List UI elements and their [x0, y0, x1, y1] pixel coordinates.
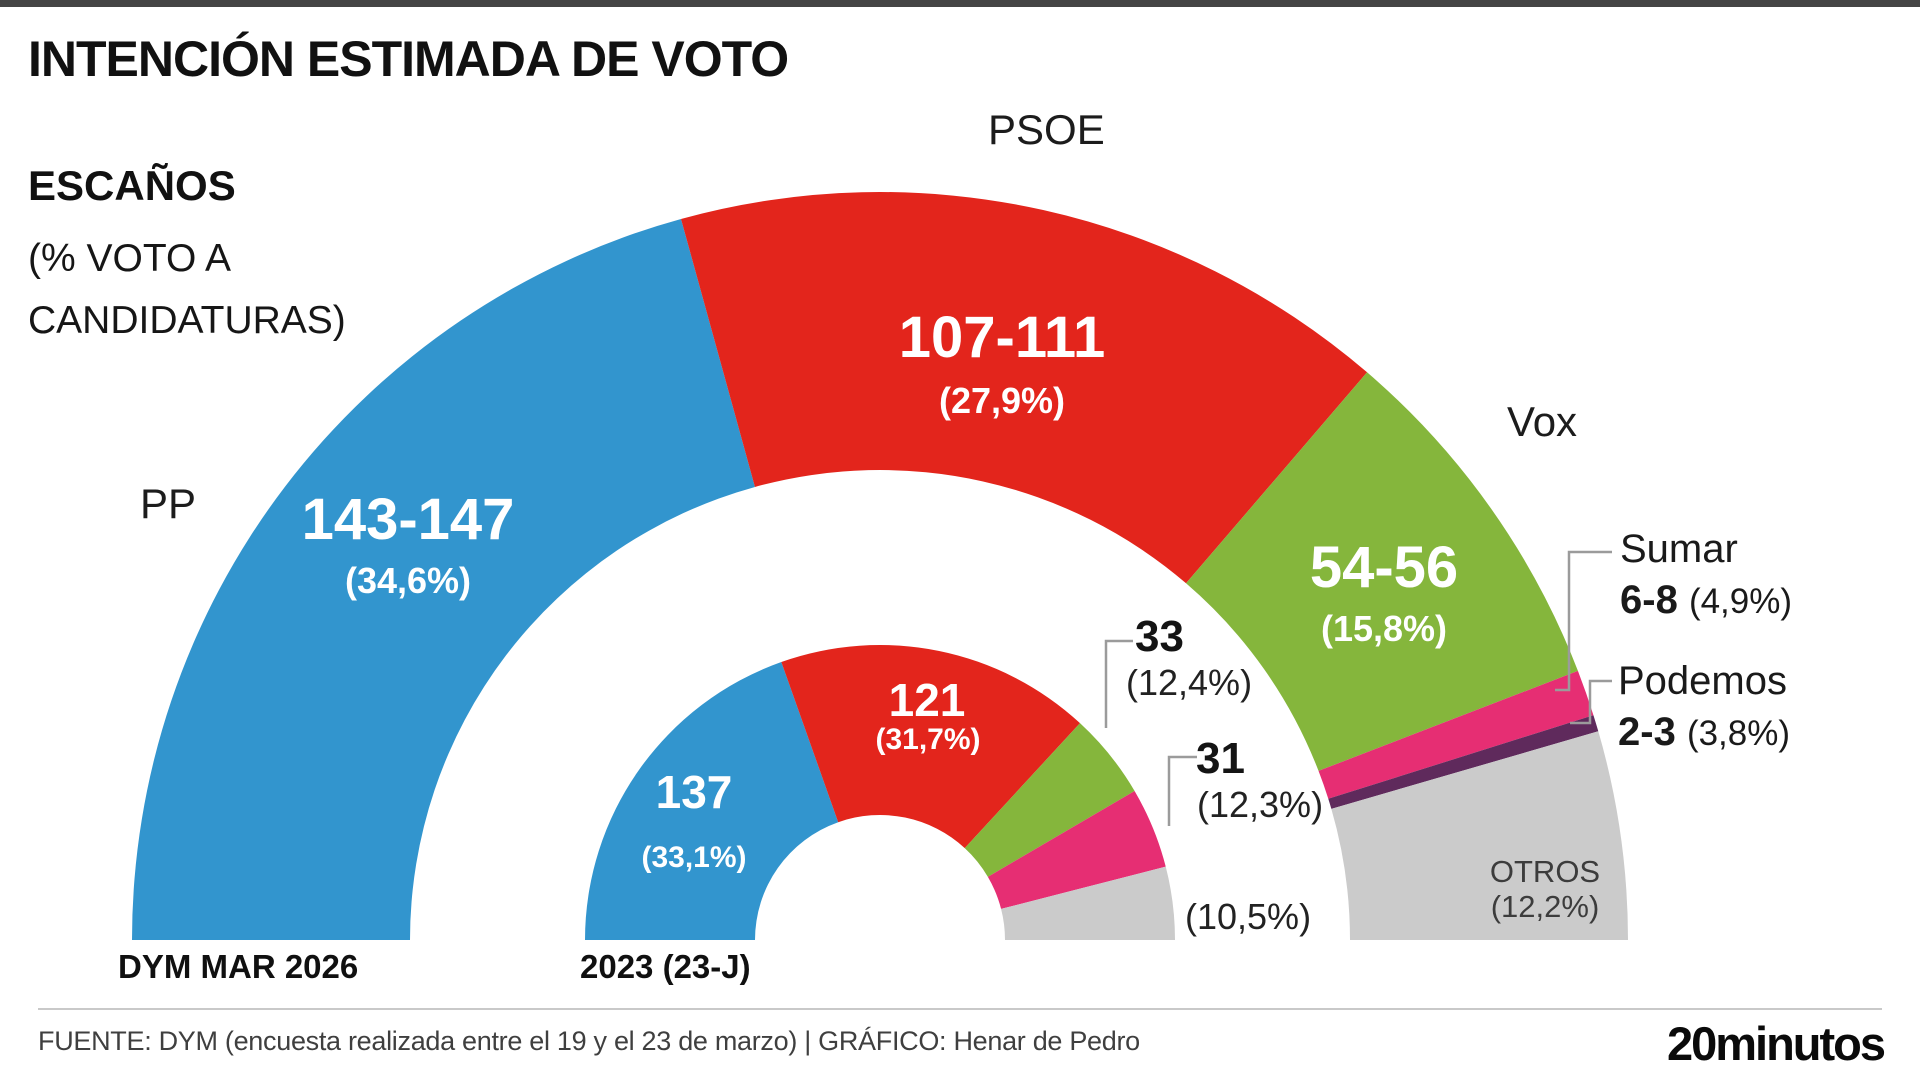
- segment-inner-sumar: [987, 790, 1166, 909]
- callout-inner-otros-pct: (10,5%): [1185, 896, 1312, 937]
- segment-outer-sumar: [1318, 670, 1594, 799]
- top-border-bar: [0, 0, 1920, 7]
- leader-line-podemos: [1570, 679, 1612, 725]
- value-outer-psoe-seats: 107-111: [898, 305, 1106, 370]
- label-outer-otros-name: OTROS: [1489, 854, 1601, 889]
- leader-line-callout-33: [1104, 639, 1133, 728]
- value-inner-psoe-seats: 121: [888, 674, 966, 726]
- page-title: INTENCIÓN ESTIMADA DE VOTO: [28, 31, 789, 87]
- segment-outer-pp: [132, 218, 755, 940]
- party-label-vox: Vox: [1507, 398, 1578, 445]
- subtitle-note: (% VOTO A CANDIDATURAS): [28, 237, 346, 343]
- annotation-podemos-seats: 2-3: [1618, 710, 1676, 754]
- callout-inner-sumar-pct: (12,3%): [1197, 784, 1324, 825]
- leader-line-callout-31: [1167, 755, 1197, 826]
- party-label-pp: PP: [140, 480, 197, 527]
- value-outer-vox-pct: (15,8%): [1320, 608, 1448, 649]
- segment-outer-vox: [1186, 372, 1578, 771]
- segment-outer-psoe: [681, 192, 1368, 584]
- value-outer-pp-pct: (34,6%): [344, 560, 472, 601]
- segment-inner-otros: [1001, 866, 1175, 940]
- segment-inner-pp: [585, 661, 839, 940]
- segment-outer-podemos: [1328, 715, 1599, 809]
- segment-inner-psoe: [781, 644, 1080, 849]
- segment-outer-otros: [1331, 731, 1628, 940]
- label-outer-otros: OTROS (12,2%): [1490, 854, 1600, 924]
- segment-inner-vox: [964, 723, 1135, 877]
- annotation-sumar-seats: 6-8: [1620, 578, 1678, 622]
- annotation-sumar-values: 6-8 (4,9%): [1620, 578, 1792, 623]
- annotation-sumar-pct: (4,9%): [1688, 582, 1793, 621]
- annotation-podemos-values: 2-3 (3,8%): [1618, 710, 1790, 755]
- callout-inner-vox-pct: (12,4%): [1126, 662, 1253, 703]
- brand-logo-20minutos: 20minutos: [1666, 1017, 1886, 1070]
- callout-inner-vox-seats: 33: [1135, 612, 1184, 661]
- callout-inner-sumar-seats: 31: [1196, 734, 1245, 783]
- value-inner-psoe-pct: (31,7%): [875, 723, 981, 756]
- footer-source-credit: FUENTE: DYM (encuesta realizada entre el…: [38, 1026, 1140, 1056]
- value-outer-pp-seats: 143-147: [301, 487, 515, 552]
- annotation-podemos-name: Podemos: [1618, 659, 1787, 703]
- value-inner-pp-seats: 137: [655, 766, 733, 818]
- label-outer-otros-pct: (12,2%): [1490, 889, 1600, 924]
- annotation-sumar-name: Sumar: [1620, 527, 1738, 571]
- value-outer-psoe-pct: (27,9%): [938, 380, 1066, 421]
- annotation-podemos-pct: (3,8%): [1686, 714, 1791, 753]
- party-label-psoe: PSOE: [988, 106, 1105, 153]
- leader-line-sumar: [1555, 550, 1612, 692]
- annotation-podemos: Podemos 2-3 (3,8%): [1618, 658, 1790, 755]
- value-outer-vox-seats: 54-56: [1309, 535, 1459, 600]
- footer-divider: [38, 1008, 1882, 1010]
- axis-label-outer-ring: DYM MAR 2026: [118, 948, 359, 985]
- value-inner-pp-pct: (33,1%): [641, 841, 747, 874]
- annotation-sumar: Sumar 6-8 (4,9%): [1620, 526, 1792, 623]
- axis-label-inner-ring: 2023 (23-J): [580, 948, 751, 985]
- subtitle-escanos: ESCAÑOS: [28, 162, 236, 209]
